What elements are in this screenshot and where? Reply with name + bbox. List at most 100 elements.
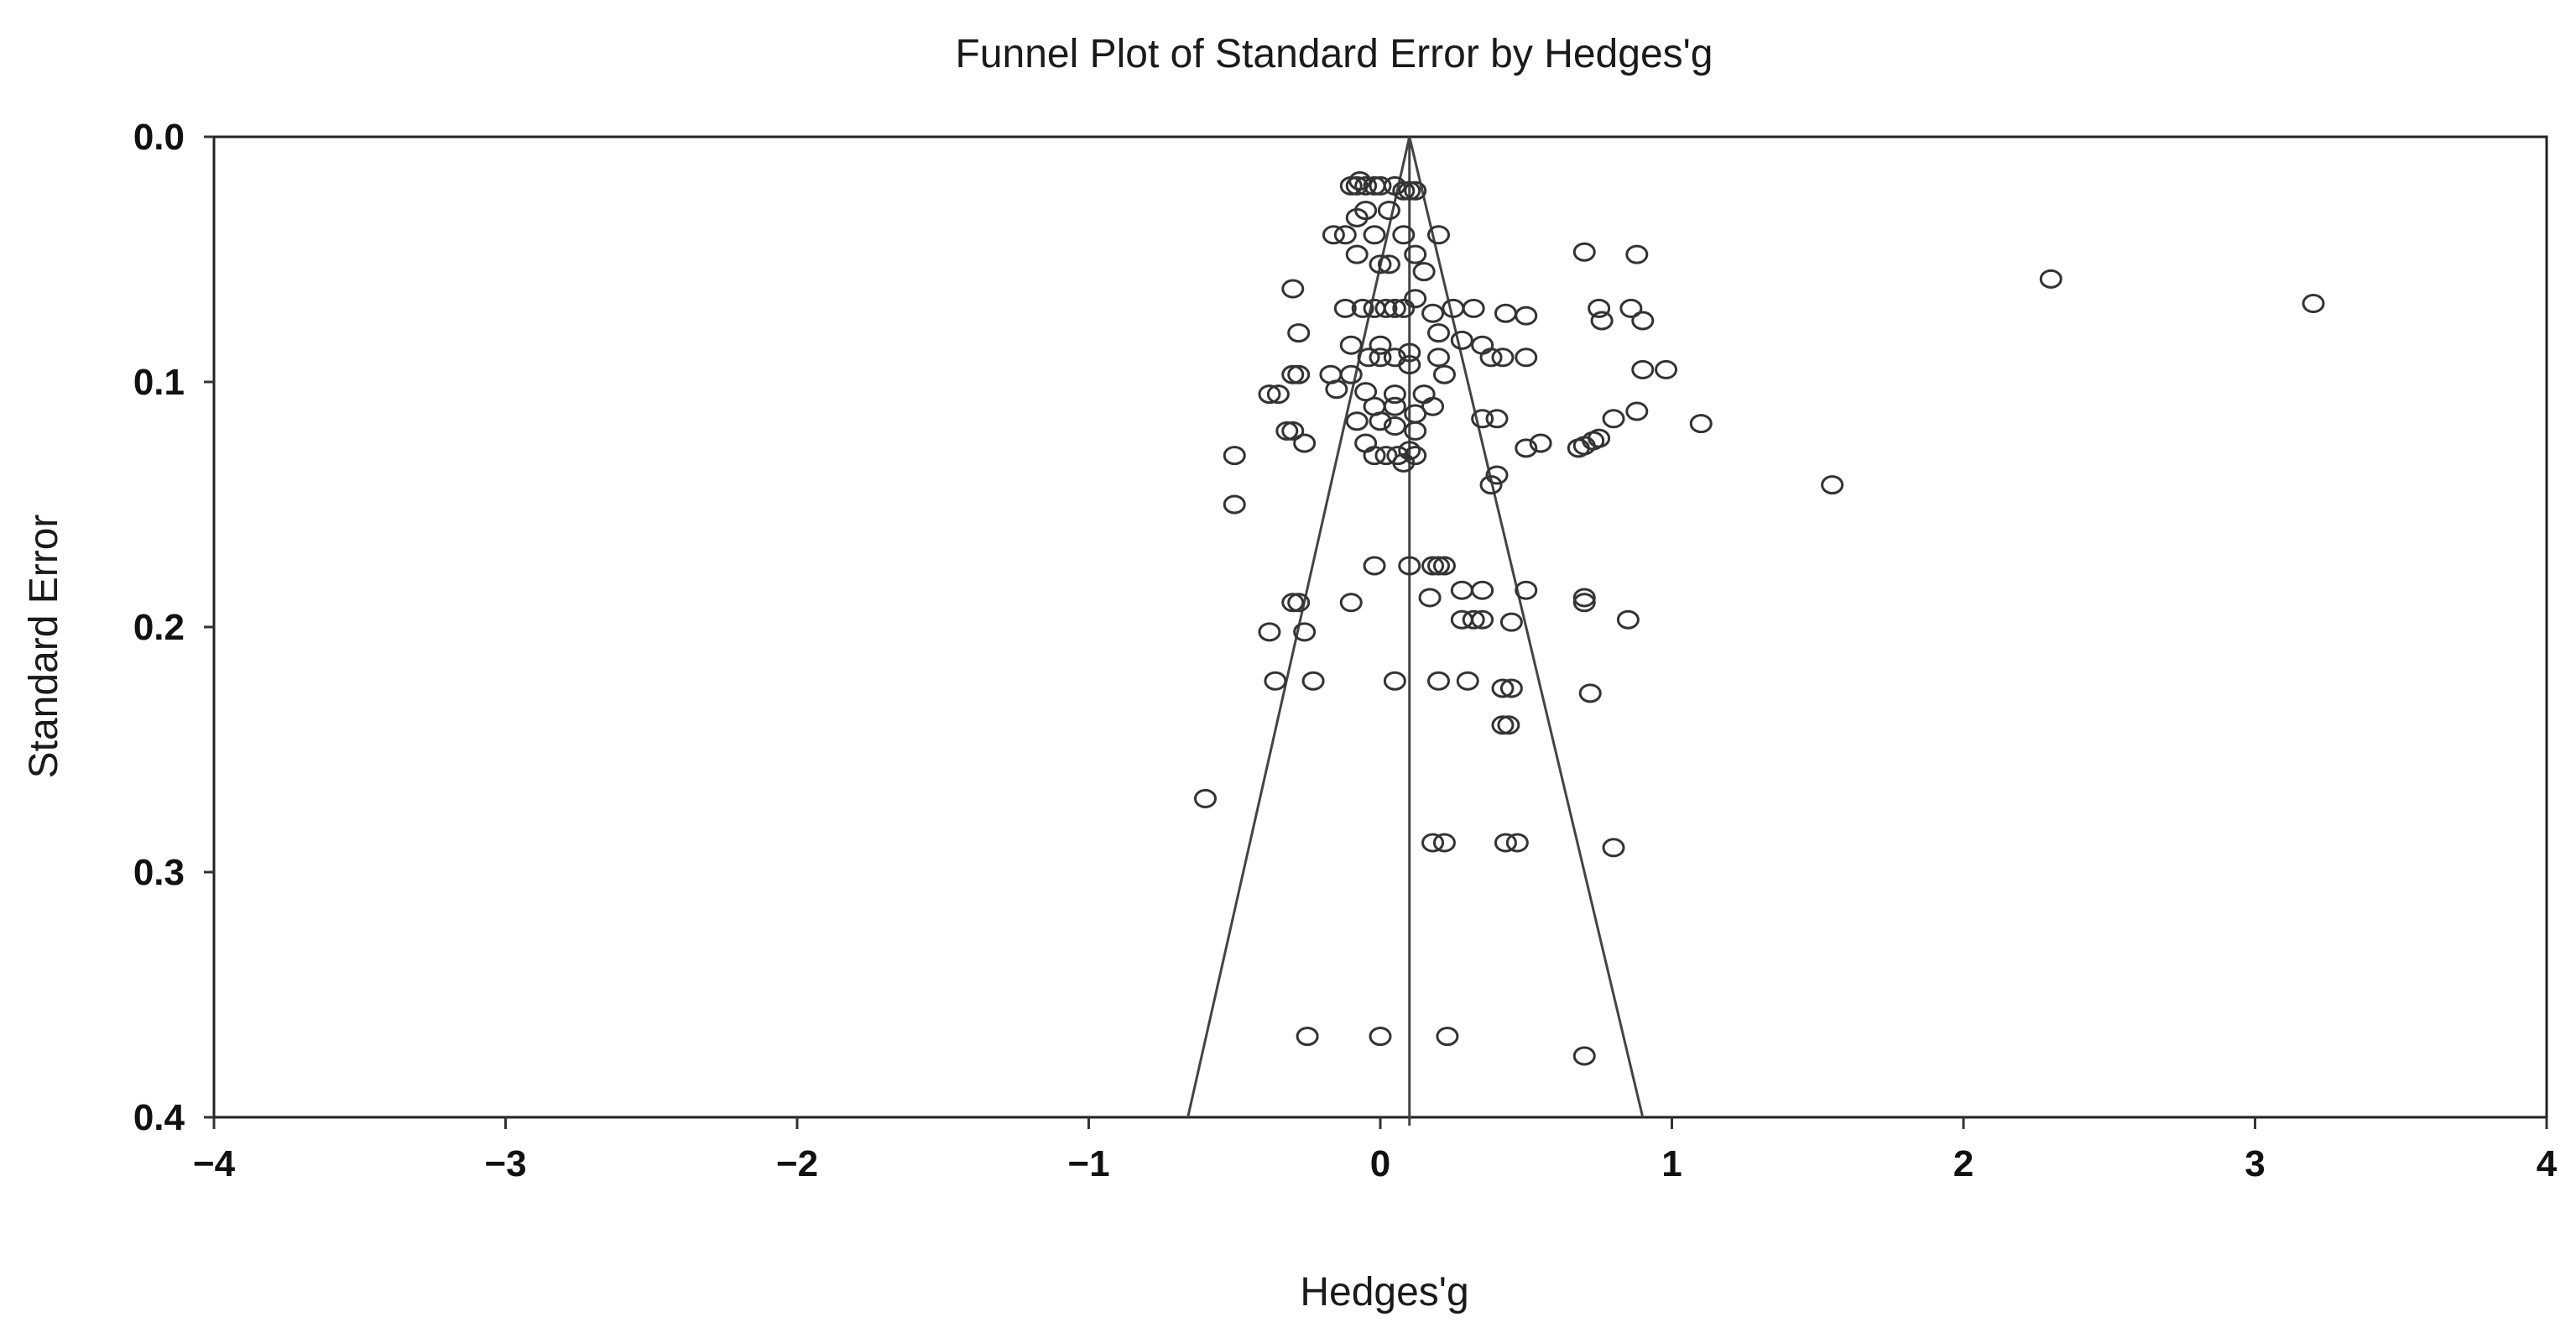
x-tick-label: −1: [1067, 1143, 1109, 1184]
x-tick-label: 2: [1953, 1143, 1974, 1184]
study-point: [1427, 323, 1450, 343]
study-point: [1369, 254, 1392, 274]
x-tick-label: −2: [776, 1143, 818, 1184]
study-point: [1383, 416, 1406, 436]
study-point: [1392, 180, 1416, 201]
study-point: [1369, 175, 1392, 196]
study-point: [1377, 254, 1400, 274]
study-point: [1322, 225, 1345, 245]
study-point: [1689, 414, 1713, 434]
study-point: [1427, 348, 1450, 368]
study-point: [1450, 609, 1473, 630]
study-point: [1287, 364, 1311, 384]
x-tick-label: −3: [484, 1143, 526, 1184]
study-point: [1572, 588, 1596, 608]
funnel-lines: [1186, 136, 1645, 1126]
study-point: [1258, 384, 1281, 405]
study-point: [1264, 671, 1287, 691]
study-point: [1572, 1046, 1596, 1066]
study-point: [1491, 348, 1515, 368]
study-point: [1351, 298, 1374, 318]
x-tick-label: 4: [2537, 1143, 2558, 1184]
study-point: [1421, 833, 1445, 853]
study-point: [1281, 364, 1305, 384]
study-point: [1485, 409, 1509, 429]
study-point: [1602, 409, 1625, 429]
study-point: [1427, 556, 1450, 576]
study-point: [1354, 433, 1378, 453]
funnel-left-line: [1186, 136, 1411, 1118]
x-axis-ticks: −4 −3 −2 −1 0 1 2 3 4: [193, 1117, 2558, 1184]
study-point: [1354, 175, 1378, 196]
study-point: [1479, 348, 1503, 368]
study-point: [1421, 396, 1445, 416]
study-point: [1572, 242, 1596, 262]
study-point: [1485, 465, 1509, 485]
study-point: [1345, 244, 1369, 264]
study-point: [1436, 1027, 1459, 1047]
study-point: [1479, 475, 1503, 495]
chart-title: Funnel Plot of Standard Error by Hedges'…: [956, 32, 1713, 76]
study-point: [1625, 244, 1649, 264]
study-point: [1619, 298, 1643, 318]
study-point: [1427, 225, 1450, 245]
study-point: [1432, 833, 1456, 853]
study-point: [1421, 556, 1445, 576]
y-axis-ticks: 0.0 0.1 0.2 0.3 0.4: [133, 117, 214, 1138]
study-point: [1345, 411, 1369, 431]
funnel-right-line: [1408, 136, 1645, 1118]
study-point: [1412, 384, 1436, 405]
study-point: [1442, 298, 1465, 318]
study-point: [1499, 612, 1523, 632]
study-point: [1462, 609, 1485, 630]
study-point: [1363, 556, 1386, 576]
study-point: [1383, 384, 1406, 405]
study-point: [1339, 335, 1363, 355]
study-point: [1266, 384, 1290, 405]
study-point: [1348, 171, 1372, 191]
y-tick-label: 0.3: [133, 852, 185, 893]
study-point: [1354, 382, 1378, 402]
study-point: [1404, 446, 1427, 466]
study-point: [1404, 289, 1427, 309]
study-point: [1374, 298, 1398, 318]
study-point: [1450, 330, 1473, 350]
study-point: [1602, 838, 1625, 858]
x-tick-label: −4: [193, 1143, 236, 1184]
study-point: [1398, 180, 1421, 201]
study-point: [1572, 593, 1596, 613]
study-point: [1418, 588, 1442, 608]
study-point: [1491, 715, 1515, 735]
plot-area-frame: [212, 135, 2548, 1119]
study-point: [1194, 788, 1217, 808]
study-point: [1339, 364, 1363, 384]
study-point: [1333, 298, 1357, 318]
study-point: [1588, 298, 1611, 318]
study-point: [1258, 622, 1281, 642]
study-point: [1491, 678, 1515, 698]
y-tick-label: 0.1: [133, 362, 185, 403]
study-point: [1325, 379, 1348, 400]
study-point: [1821, 475, 1844, 495]
study-point: [1296, 1027, 1319, 1047]
study-point: [1421, 303, 1445, 323]
study-point: [1404, 421, 1427, 441]
study-point: [1427, 671, 1450, 691]
study-point: [1339, 593, 1363, 613]
study-point: [1616, 609, 1640, 630]
y-tick-label: 0.4: [133, 1097, 185, 1138]
study-point: [1369, 411, 1392, 431]
study-point: [1471, 409, 1494, 429]
study-point: [2039, 269, 2062, 289]
study-point: [1450, 580, 1473, 600]
study-point: [1281, 279, 1305, 299]
study-point: [1275, 421, 1299, 441]
study-point: [1392, 225, 1416, 245]
study-point: [1590, 311, 1614, 331]
study-point: [1499, 678, 1523, 698]
study-point: [1223, 446, 1246, 466]
x-axis-title: Hedges'g: [1300, 1270, 1468, 1314]
study-point: [1357, 348, 1380, 368]
study-point: [1377, 201, 1400, 221]
